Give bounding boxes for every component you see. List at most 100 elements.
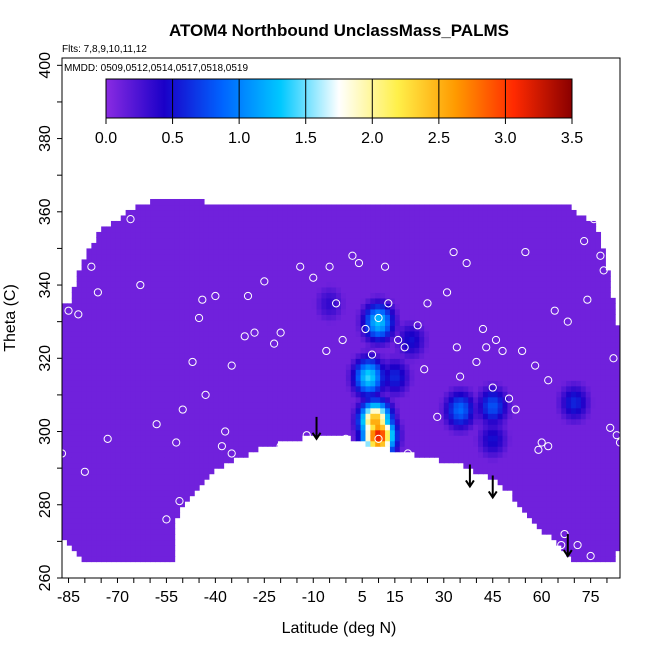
- heatmap-cell: [223, 418, 230, 425]
- heatmap-cell: [203, 259, 210, 266]
- heatmap-cell: [463, 424, 469, 431]
- heatmap-cell: [145, 512, 151, 519]
- heatmap-cell: [106, 242, 112, 250]
- heatmap-cell: [199, 451, 205, 458]
- heatmap-cell: [208, 446, 215, 453]
- heatmap-cell: [507, 468, 513, 475]
- heatmap-cell: [189, 479, 195, 486]
- heatmap-cell: [512, 325, 518, 332]
- heatmap-cell: [365, 369, 371, 376]
- heatmap-cell: [292, 429, 298, 436]
- heatmap-cell: [345, 391, 352, 398]
- heatmap-cell: [341, 314, 347, 321]
- heatmap-cell: [81, 424, 88, 431]
- heatmap-cell: [497, 259, 504, 266]
- heatmap-cell: [101, 550, 107, 557]
- heatmap-cell: [394, 446, 401, 453]
- heatmap-cell: [443, 286, 450, 293]
- heatmap-cell: [115, 281, 122, 288]
- heatmap-cell: [174, 242, 181, 250]
- heatmap-cell: [424, 231, 430, 239]
- heatmap-cell: [380, 253, 386, 261]
- heatmap-cell: [355, 264, 362, 271]
- heatmap-cell: [96, 341, 102, 348]
- heatmap-cell: [541, 237, 548, 244]
- heatmap-cell: [267, 297, 274, 304]
- heatmap-cell: [355, 341, 362, 348]
- heatmap-cell: [174, 407, 181, 414]
- heatmap-cell: [527, 457, 533, 464]
- heatmap-cell: [326, 385, 332, 392]
- heatmap-cell: [115, 396, 122, 403]
- heatmap-cell: [91, 336, 97, 343]
- heatmap-cell: [306, 270, 313, 277]
- heatmap-cell: [463, 407, 469, 414]
- heatmap-cell: [199, 424, 205, 431]
- heatmap-cell: [292, 237, 298, 244]
- heatmap-cell: [66, 523, 73, 530]
- heatmap-cell: [385, 308, 391, 315]
- heatmap-cell: [453, 352, 460, 359]
- heatmap-cell: [257, 435, 264, 442]
- heatmap-cell: [448, 341, 455, 348]
- heatmap-cell: [218, 237, 225, 244]
- heatmap-cell: [135, 292, 141, 299]
- heatmap-cell: [389, 259, 396, 266]
- heatmap-cell: [213, 446, 220, 453]
- heatmap-cell: [292, 413, 298, 420]
- heatmap-cell: [536, 418, 543, 425]
- heatmap-cell: [394, 303, 401, 310]
- heatmap-cell: [287, 385, 293, 392]
- heatmap-cell: [443, 259, 450, 266]
- heatmap-cell: [404, 363, 411, 370]
- heatmap-cell: [380, 319, 386, 326]
- heatmap-cell: [277, 308, 283, 315]
- heatmap-cell: [331, 319, 337, 326]
- heatmap-cell: [213, 358, 220, 365]
- heatmap-cell: [91, 435, 97, 442]
- heatmap-cell: [546, 479, 553, 486]
- heatmap-cell: [438, 209, 445, 217]
- heatmap-cell: [385, 407, 391, 414]
- heatmap-cell: [203, 468, 210, 475]
- heatmap-cell: [257, 347, 264, 354]
- heatmap-cell: [228, 391, 234, 398]
- heatmap-cell: [252, 341, 259, 348]
- flights-subtitle: Flts: 7,8,9,10,11,12: [62, 44, 147, 55]
- heatmap-cell: [429, 402, 435, 409]
- heatmap-cell: [541, 297, 548, 304]
- heatmap-cell: [326, 264, 332, 271]
- heatmap-cell: [272, 292, 278, 299]
- heatmap-cell: [546, 440, 553, 447]
- heatmap-cell: [106, 297, 112, 304]
- heatmap-cell: [120, 451, 127, 458]
- heatmap-cell: [321, 347, 327, 354]
- heatmap-cell: [164, 517, 171, 524]
- heatmap-cell: [135, 501, 141, 508]
- heatmap-cell: [81, 407, 88, 414]
- heatmap-cell: [478, 275, 484, 282]
- heatmap-cell: [350, 248, 357, 255]
- heatmap-cell: [184, 242, 190, 250]
- heatmap-cell: [91, 545, 97, 552]
- heatmap-cell: [492, 369, 499, 376]
- heatmap-cell: [482, 281, 489, 288]
- heatmap-cell: [345, 429, 352, 436]
- heatmap-cell: [536, 429, 543, 436]
- heatmap-cell: [145, 402, 151, 409]
- heatmap-cell: [541, 396, 548, 403]
- heatmap-cell: [233, 385, 239, 392]
- heatmap-cell: [424, 259, 430, 266]
- heatmap-cell: [115, 347, 122, 354]
- heatmap-cell: [130, 523, 137, 530]
- heatmap-cell: [517, 281, 523, 288]
- heatmap-cell: [86, 545, 92, 552]
- heatmap-cell: [301, 385, 308, 392]
- heatmap-cell: [487, 319, 494, 326]
- heatmap-cell: [531, 468, 538, 475]
- heatmap-cell: [527, 473, 533, 480]
- heatmap-cell: [321, 330, 327, 337]
- heatmap-cell: [169, 248, 176, 255]
- heatmap-cell: [115, 369, 122, 376]
- heatmap-cell: [164, 363, 171, 370]
